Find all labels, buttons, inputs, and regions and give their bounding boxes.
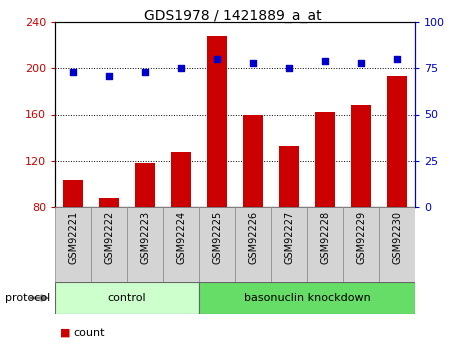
Text: GSM92230: GSM92230	[392, 211, 402, 264]
Bar	[199, 207, 235, 282]
Bar	[207, 36, 227, 207]
Bar	[55, 207, 91, 282]
Text: GSM92222: GSM92222	[104, 211, 114, 264]
Point	[321, 58, 329, 63]
Bar	[343, 207, 379, 282]
Text: protocol: protocol	[5, 293, 50, 303]
Bar	[279, 146, 299, 207]
Text: GSM92227: GSM92227	[284, 211, 294, 264]
Text: GSM92229: GSM92229	[356, 211, 366, 264]
Point	[213, 56, 221, 62]
Bar	[163, 207, 199, 282]
Text: basonuclin knockdown: basonuclin knockdown	[244, 293, 371, 303]
Text: GSM92224: GSM92224	[176, 211, 186, 264]
Bar	[199, 282, 415, 314]
Text: GSM92225: GSM92225	[212, 211, 222, 264]
Bar	[91, 207, 127, 282]
Bar	[351, 105, 371, 207]
Bar	[307, 207, 343, 282]
Text: GDS1978 / 1421889_a_at: GDS1978 / 1421889_a_at	[144, 9, 321, 23]
Bar	[235, 207, 271, 282]
Point	[393, 56, 401, 62]
Point	[105, 73, 113, 78]
Point	[141, 69, 149, 75]
Bar	[55, 282, 199, 314]
Bar	[243, 115, 263, 207]
Bar	[315, 112, 335, 207]
Point	[177, 66, 185, 71]
Text: GSM92228: GSM92228	[320, 211, 330, 264]
Text: GSM92221: GSM92221	[68, 211, 78, 264]
Text: count: count	[73, 328, 105, 338]
Text: GSM92226: GSM92226	[248, 211, 258, 264]
Bar	[63, 180, 83, 207]
Bar	[99, 198, 119, 207]
Bar	[387, 76, 407, 207]
Point	[286, 66, 293, 71]
Bar	[171, 151, 191, 207]
Point	[69, 69, 77, 75]
Text: ■: ■	[60, 328, 70, 338]
Text: control: control	[108, 293, 146, 303]
Bar	[127, 207, 163, 282]
Bar	[379, 207, 415, 282]
Point	[249, 60, 257, 66]
Bar	[135, 163, 155, 207]
Bar	[271, 207, 307, 282]
Point	[357, 60, 365, 66]
Text: GSM92223: GSM92223	[140, 211, 150, 264]
